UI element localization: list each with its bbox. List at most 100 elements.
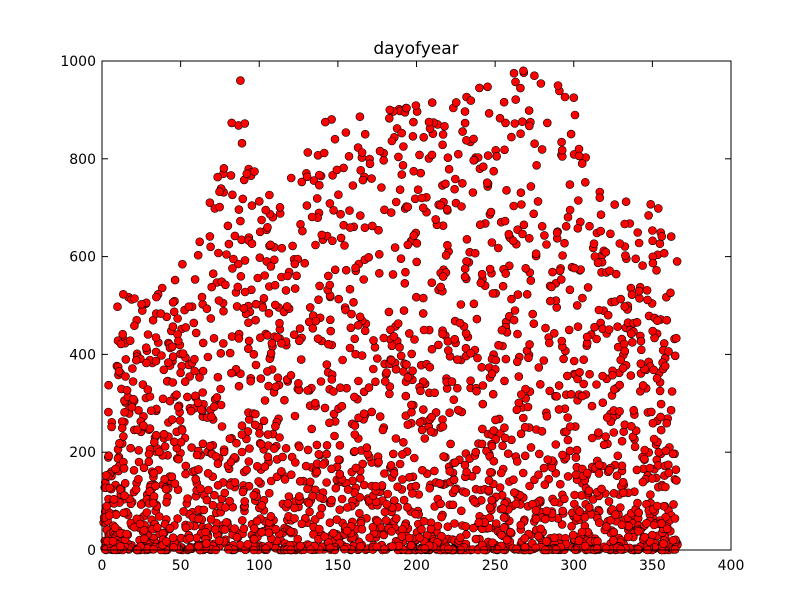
data-point bbox=[120, 478, 130, 488]
data-point bbox=[386, 460, 396, 470]
data-point bbox=[574, 151, 584, 161]
data-point bbox=[661, 446, 671, 456]
data-point bbox=[374, 250, 384, 259]
data-point bbox=[223, 221, 233, 231]
data-point bbox=[450, 519, 459, 528]
data-point bbox=[234, 205, 244, 214]
data-point bbox=[558, 450, 567, 460]
data-point bbox=[340, 241, 349, 250]
data-point bbox=[247, 201, 257, 210]
data-point bbox=[419, 325, 429, 335]
data-point bbox=[537, 222, 547, 231]
data-point bbox=[426, 524, 436, 534]
data-point bbox=[175, 416, 185, 425]
data-point bbox=[396, 351, 406, 361]
data-point bbox=[417, 465, 427, 475]
data-point bbox=[351, 263, 360, 273]
data-point bbox=[489, 456, 499, 466]
data-point bbox=[344, 152, 354, 161]
data-point bbox=[277, 338, 286, 348]
data-point bbox=[512, 544, 521, 554]
data-point bbox=[460, 107, 470, 116]
data-point bbox=[168, 322, 178, 331]
data-point bbox=[552, 228, 562, 237]
data-point bbox=[664, 468, 674, 478]
data-point bbox=[121, 372, 130, 381]
data-point bbox=[447, 377, 457, 386]
data-point bbox=[516, 129, 525, 138]
data-point bbox=[524, 353, 533, 363]
data-point bbox=[335, 505, 345, 515]
data-point bbox=[207, 412, 216, 422]
data-point bbox=[458, 179, 467, 188]
data-point bbox=[387, 341, 397, 351]
data-point bbox=[198, 338, 208, 348]
data-point bbox=[122, 529, 131, 539]
data-point bbox=[389, 468, 399, 478]
data-point bbox=[324, 339, 333, 349]
data-point bbox=[266, 240, 275, 250]
data-point bbox=[270, 300, 280, 310]
data-point bbox=[332, 165, 342, 175]
data-point bbox=[220, 488, 230, 498]
data-point bbox=[404, 533, 414, 543]
data-point bbox=[629, 405, 639, 415]
data-point bbox=[663, 460, 673, 470]
data-point bbox=[264, 488, 274, 498]
data-point bbox=[360, 326, 370, 336]
data-point bbox=[234, 334, 244, 343]
data-point bbox=[386, 325, 395, 335]
data-point bbox=[342, 526, 352, 536]
data-point bbox=[318, 460, 328, 469]
data-point bbox=[554, 381, 564, 390]
data-point bbox=[558, 506, 568, 516]
data-point bbox=[225, 434, 235, 444]
data-point bbox=[532, 161, 541, 170]
data-point bbox=[209, 402, 219, 412]
data-point bbox=[334, 190, 343, 199]
data-point bbox=[127, 402, 137, 412]
data-point bbox=[539, 356, 549, 365]
data-point bbox=[660, 361, 670, 371]
data-point bbox=[212, 393, 222, 402]
data-point bbox=[425, 362, 435, 372]
data-point bbox=[528, 309, 538, 319]
data-point bbox=[207, 282, 216, 292]
data-point bbox=[116, 542, 125, 551]
data-point bbox=[636, 336, 646, 346]
data-point bbox=[488, 389, 498, 399]
data-point bbox=[593, 536, 602, 546]
data-point bbox=[239, 303, 249, 313]
data-point bbox=[159, 365, 169, 375]
data-point bbox=[501, 269, 511, 278]
data-point bbox=[194, 541, 203, 551]
data-point bbox=[151, 356, 161, 366]
data-point bbox=[460, 118, 470, 128]
data-point bbox=[573, 322, 583, 332]
data-point bbox=[379, 544, 389, 554]
data-point bbox=[322, 478, 331, 487]
data-point bbox=[258, 303, 268, 312]
data-point bbox=[143, 385, 153, 394]
data-point bbox=[251, 360, 261, 370]
data-point bbox=[155, 512, 164, 521]
data-point bbox=[149, 544, 158, 554]
data-point bbox=[486, 207, 496, 217]
data-point bbox=[233, 282, 243, 292]
data-point bbox=[524, 121, 534, 131]
data-point bbox=[243, 539, 253, 549]
data-point bbox=[403, 502, 412, 512]
data-point bbox=[450, 334, 460, 344]
data-point bbox=[561, 222, 571, 231]
data-point bbox=[438, 140, 447, 150]
data-point bbox=[391, 364, 401, 374]
data-point bbox=[477, 362, 487, 372]
data-point bbox=[295, 324, 305, 333]
data-point bbox=[503, 449, 513, 459]
data-point bbox=[403, 240, 413, 250]
data-point bbox=[671, 333, 681, 343]
data-point bbox=[346, 323, 356, 333]
data-point bbox=[469, 523, 478, 533]
data-point bbox=[451, 98, 461, 107]
data-point bbox=[206, 514, 216, 524]
